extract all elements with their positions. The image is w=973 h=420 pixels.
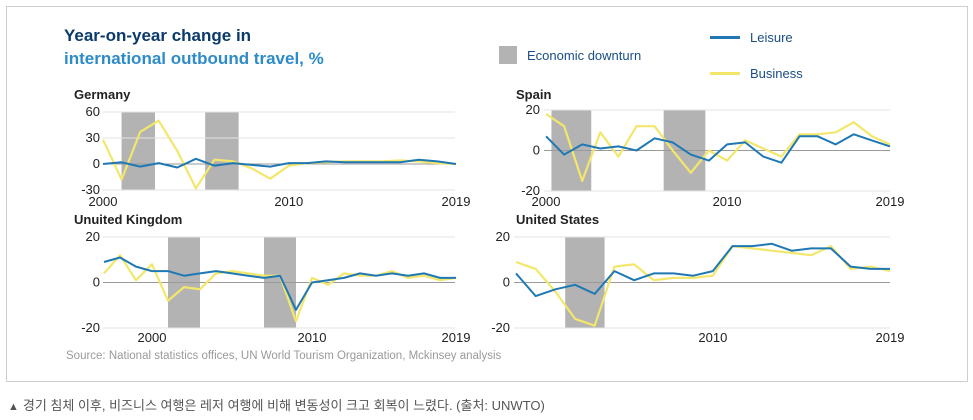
panel-title-spain: Spain xyxy=(516,87,551,102)
chart-title-line2: international outbound travel, % xyxy=(64,49,324,68)
x-tick-label-germany-0: 2000 xyxy=(89,194,118,209)
caption: ▲ 경기 침체 이후, 비즈니스 여행은 레저 여행에 비해 변동성이 크고 회복… xyxy=(8,395,545,414)
chart-frame xyxy=(6,6,968,382)
x-tick-label-unuited-kingdom-0: 2000 xyxy=(138,330,167,345)
series-line-unuited-kingdom-leisure xyxy=(103,256,456,311)
x-tick-label-spain-2: 2019 xyxy=(876,194,905,209)
series-line-spain-business xyxy=(545,113,891,182)
legend-leisure-swatch xyxy=(710,36,740,39)
series-line-united-states-leisure xyxy=(515,242,890,298)
caption-text: 경기 침체 이후, 비즈니스 여행은 레저 여행에 비해 변동성이 크고 회복이… xyxy=(22,398,545,413)
y-tick-label-united-states-1: 0 xyxy=(503,275,510,290)
y-tick-label-unuited-kingdom-0: 20 xyxy=(86,229,100,244)
y-tick-label-unuited-kingdom-1: 0 xyxy=(93,275,100,290)
legend-downturn-label: Economic downturn xyxy=(527,48,642,63)
legend-business-swatch xyxy=(710,72,740,75)
y-tick-label-germany-0: 60 xyxy=(86,104,100,119)
y-tick-label-united-states-2: -20 xyxy=(491,320,510,335)
series-line-spain-leisure xyxy=(545,133,891,164)
downturn-band-germany-1 xyxy=(205,112,239,190)
chart-title-line1: Year-on-year change in xyxy=(64,26,252,45)
x-tick-label-spain-1: 2010 xyxy=(713,194,742,209)
y-tick-label-spain-0: 20 xyxy=(526,102,540,117)
y-tick-label-unuited-kingdom-2: -20 xyxy=(81,320,100,335)
legend-leisure-label: Leisure xyxy=(750,30,793,45)
x-tick-label-unuited-kingdom-1: 2010 xyxy=(298,330,327,345)
y-tick-label-germany-1: 30 xyxy=(86,130,100,145)
series-line-germany-leisure xyxy=(102,157,457,169)
legend-business-label: Business xyxy=(750,66,803,81)
x-tick-label-germany-2: 2019 xyxy=(442,194,471,209)
legend-downturn-swatch xyxy=(499,46,517,64)
y-tick-label-germany-3: -30 xyxy=(81,182,100,197)
downturn-band-germany-0 xyxy=(121,112,156,190)
panel-title-united-states: United States xyxy=(516,212,599,227)
y-tick-label-spain-1: 0 xyxy=(533,143,540,158)
y-tick-label-spain-2: -20 xyxy=(521,183,540,198)
panel-title-unuited-kingdom: Unuited Kingdom xyxy=(74,212,182,227)
x-tick-label-germany-1: 2010 xyxy=(274,194,303,209)
x-tick-label-unuited-kingdom-2: 2019 xyxy=(442,330,471,345)
x-tick-label-united-states-1: 2019 xyxy=(876,330,905,345)
panel-title-germany: Germany xyxy=(74,87,131,102)
y-tick-label-germany-2: 0 xyxy=(93,156,100,171)
y-tick-label-united-states-0: 20 xyxy=(496,229,510,244)
series-line-germany-business xyxy=(102,119,457,190)
caption-marker: ▲ xyxy=(8,401,19,413)
x-tick-label-spain-0: 2000 xyxy=(532,194,561,209)
x-tick-label-united-states-0: 2010 xyxy=(698,330,727,345)
source-note: Source: National statistics offices, UN … xyxy=(66,350,502,362)
